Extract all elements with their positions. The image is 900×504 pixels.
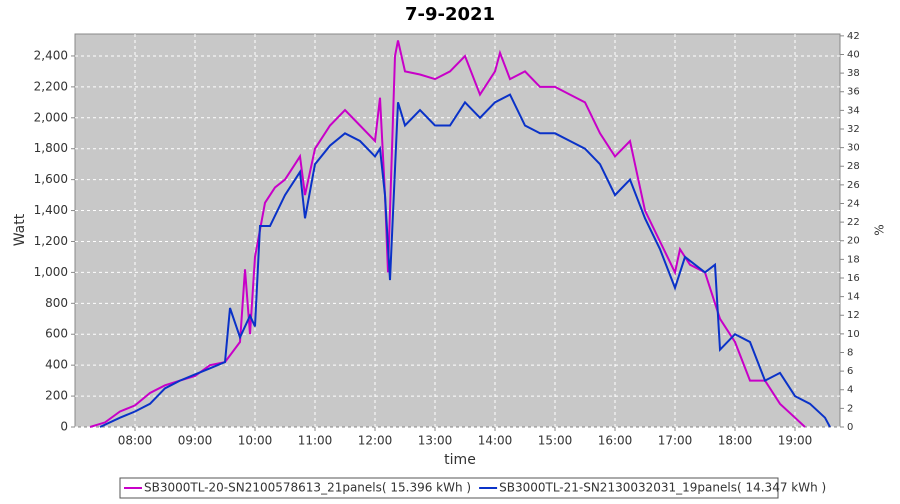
y-tick-label: 2,200 xyxy=(34,79,68,93)
y2-tick-label: 20 xyxy=(847,236,860,247)
y-tick-label: 1,400 xyxy=(34,203,68,217)
x-tick-label: 12:00 xyxy=(358,434,393,448)
y2-tick-label: 18 xyxy=(847,254,860,265)
y-tick-label: 0 xyxy=(60,420,68,434)
legend xyxy=(119,477,779,499)
series-line xyxy=(89,40,806,428)
x-tick-label: 08:00 xyxy=(118,434,153,448)
series-line xyxy=(99,93,831,428)
x-tick-label: 18:00 xyxy=(718,434,753,448)
y2-tick-label: 28 xyxy=(847,161,860,172)
x-tick-label: 09:00 xyxy=(178,434,213,448)
y-tick-label: 1,800 xyxy=(34,141,68,155)
y2-tick-label: 24 xyxy=(847,198,860,209)
x-tick-label: 11:00 xyxy=(298,434,333,448)
y-tick-label: 400 xyxy=(45,358,68,372)
x-tick-label: 14:00 xyxy=(478,434,513,448)
y2-tick-label: 6 xyxy=(847,366,853,377)
y-tick-label: 2,400 xyxy=(34,48,68,62)
y2-tick-label: 12 xyxy=(847,310,860,321)
x-tick-label: 19:00 xyxy=(778,434,813,448)
y2-axis-label: % xyxy=(873,224,887,235)
y-axis-label: Watt xyxy=(12,213,28,246)
y2-tick-label: 38 xyxy=(847,68,860,79)
y2-tick-label: 10 xyxy=(847,329,860,340)
x-tick-label: 13:00 xyxy=(418,434,453,448)
y2-tick-label: 30 xyxy=(847,143,860,154)
y2-tick-label: 36 xyxy=(847,87,860,98)
y-tick-label: 600 xyxy=(45,327,68,341)
y-tick-label: 200 xyxy=(45,389,68,403)
plot-area xyxy=(74,33,841,428)
x-axis-label: time xyxy=(444,452,476,468)
y2-tick-label: 0 xyxy=(847,422,853,433)
y-tick-label: 2,000 xyxy=(34,110,68,124)
y2-tick-label: 2 xyxy=(847,403,853,414)
x-tick-label: 17:00 xyxy=(658,434,693,448)
x-tick-label: 10:00 xyxy=(238,434,273,448)
y2-tick-label: 42 xyxy=(847,31,860,42)
y2-tick-label: 34 xyxy=(847,105,860,116)
y2-tick-label: 40 xyxy=(847,49,860,60)
x-tick-label: 15:00 xyxy=(538,434,573,448)
y-tick-label: 1,000 xyxy=(34,265,68,279)
y2-tick-label: 4 xyxy=(847,385,853,396)
x-tick-label: 16:00 xyxy=(598,434,633,448)
y-tick-label: 1,200 xyxy=(34,234,68,248)
y2-tick-label: 26 xyxy=(847,180,860,191)
y2-tick-label: 14 xyxy=(847,292,860,303)
legend-label: SB3000TL-21-SN2130032031_19panels( 14.34… xyxy=(499,481,826,495)
y2-tick-label: 22 xyxy=(847,217,860,228)
y2-tick-label: 16 xyxy=(847,273,860,284)
legend-label: SB3000TL-20-SN2100578613_21panels( 15.39… xyxy=(144,481,471,495)
y-tick-label: 800 xyxy=(45,296,68,310)
y2-tick-label: 32 xyxy=(847,124,860,135)
y2-tick-label: 8 xyxy=(847,347,853,358)
y-tick-label: 1,600 xyxy=(34,172,68,186)
chart-title: 7-9-2021 xyxy=(405,4,495,25)
